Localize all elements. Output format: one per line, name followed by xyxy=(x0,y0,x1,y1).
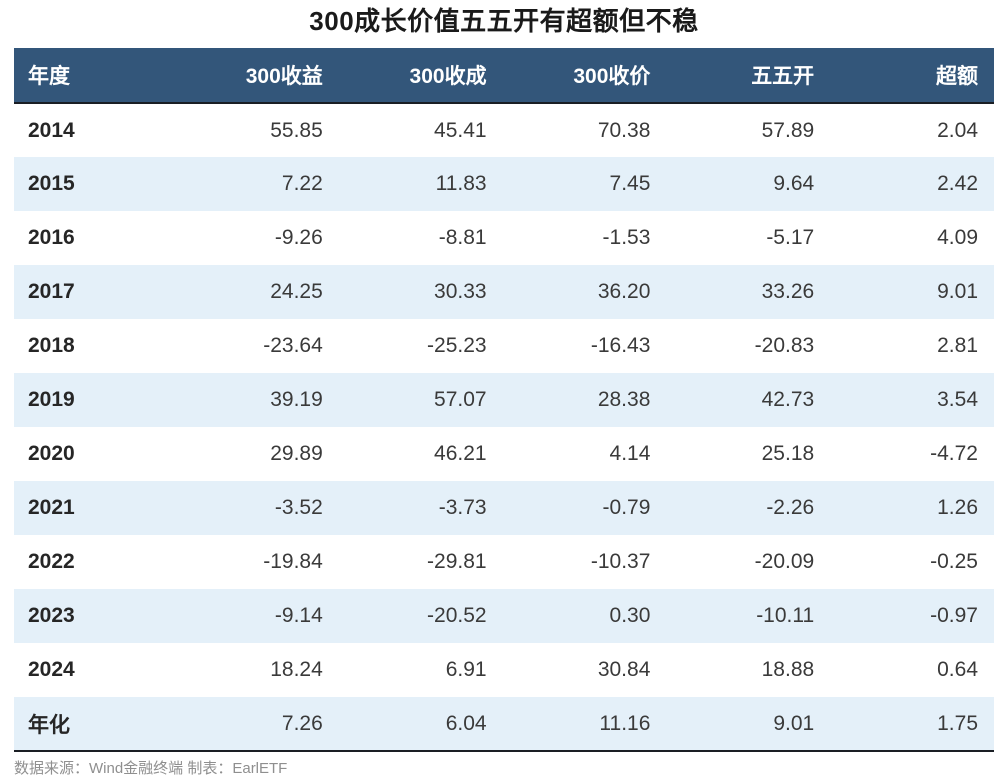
value-cell: -29.81 xyxy=(427,550,487,573)
table-row: 2017 24.25 30.33 36.20 33.26 9.01 xyxy=(14,265,994,319)
value-cell: 1.75 xyxy=(937,711,978,735)
table-header: 年度 300收益 300收成 300收价 五五开 超额 xyxy=(14,48,994,104)
returns-table: 年度 300收益 300收成 300收价 五五开 超额 2014 55.85 45.41 70.… xyxy=(14,48,994,752)
value-cell: -20.09 xyxy=(754,550,815,573)
value-cell: -10.37 xyxy=(590,550,651,573)
header-cell: 300收益 xyxy=(175,48,339,104)
value-cell: -8.81 xyxy=(438,226,487,249)
value-cell: 57.07 xyxy=(434,388,487,411)
row-label: 2022 xyxy=(28,550,75,573)
table-row: 2020 29.89 46.21 4.14 25.18 -4.72 xyxy=(14,427,994,481)
value-cell: 11.83 xyxy=(435,172,487,195)
value-cell: 0.64 xyxy=(937,658,978,681)
value-cell: 18.24 xyxy=(270,658,323,681)
value-cell: 1.26 xyxy=(937,496,978,519)
table-row: 2022 -19.84 -29.81 -10.37 -20.09 -0.25 xyxy=(14,535,994,589)
value-cell: 29.89 xyxy=(270,442,323,465)
header-cell: 超额 xyxy=(830,48,994,104)
table-row: 2024 18.24 6.91 30.84 18.88 0.64 xyxy=(14,643,994,697)
value-cell: 3.54 xyxy=(937,388,978,411)
value-cell: 28.38 xyxy=(597,388,651,411)
header-cell-year: 年度 xyxy=(14,48,175,104)
row-label: 2015 xyxy=(28,172,75,195)
row-label: 年化 xyxy=(28,713,70,737)
row-label: 2023 xyxy=(28,604,75,627)
value-cell: -16.43 xyxy=(590,334,651,357)
value-cell: 7.45 xyxy=(609,172,651,195)
value-cell: -20.52 xyxy=(427,604,487,627)
value-cell: 57.89 xyxy=(761,118,815,142)
value-cell: -0.79 xyxy=(602,496,651,519)
value-cell: -2.26 xyxy=(766,496,815,519)
value-cell: -1.53 xyxy=(602,226,651,249)
value-cell: 39.19 xyxy=(270,388,323,411)
table-row: 2015 7.22 11.83 7.45 9.64 2.42 xyxy=(14,157,994,211)
value-cell: 7.26 xyxy=(281,711,323,735)
value-cell: 46.21 xyxy=(434,442,487,465)
table-row: 2018 -23.64 -25.23 -16.43 -20.83 2.81 xyxy=(14,319,994,373)
value-cell: 2.81 xyxy=(937,334,978,357)
value-cell: 2.42 xyxy=(937,172,978,195)
value-cell: 6.04 xyxy=(445,711,487,735)
row-label: 2017 xyxy=(28,280,75,303)
value-cell: -20.83 xyxy=(754,334,815,357)
value-cell: -3.73 xyxy=(438,496,487,519)
chart-title: 300成长价值五五开有超额但不稳 xyxy=(309,6,699,36)
table-body: 2014 55.85 45.41 70.38 57.89 2.04 2015 7.22 11.8… xyxy=(14,103,994,751)
value-cell: 9.01 xyxy=(937,280,978,303)
value-cell: -9.26 xyxy=(274,226,323,249)
source-note: 数据来源：Wind金融终端 制表：EarlETF xyxy=(14,760,288,777)
value-cell: -23.64 xyxy=(263,334,323,357)
value-cell: 42.73 xyxy=(761,388,815,411)
value-cell: -0.97 xyxy=(930,604,978,627)
value-cell: -0.25 xyxy=(930,550,978,573)
value-cell: 70.38 xyxy=(597,118,651,142)
value-cell: 0.30 xyxy=(609,604,651,627)
table-row: 2023 -9.14 -20.52 0.30 -10.11 -0.97 xyxy=(14,589,994,643)
header-cell: 300收成 xyxy=(338,48,503,104)
table-row: 2021 -3.52 -3.73 -0.79 -2.26 1.26 xyxy=(14,481,994,535)
header-row: 年度 300收益 300收成 300收价 五五开 超额 xyxy=(14,48,994,104)
value-cell: -19.84 xyxy=(263,550,323,573)
value-cell: 4.14 xyxy=(609,442,651,465)
value-cell: 33.26 xyxy=(761,280,815,303)
value-cell: 30.33 xyxy=(434,280,487,303)
row-label: 2024 xyxy=(28,658,75,681)
row-label: 2014 xyxy=(28,118,75,142)
value-cell: 55.85 xyxy=(270,118,323,142)
value-cell: 9.01 xyxy=(773,711,815,735)
value-cell: 4.09 xyxy=(937,226,978,249)
row-label: 2019 xyxy=(28,388,75,411)
row-label: 2021 xyxy=(28,496,75,519)
header-cell: 300收价 xyxy=(502,48,667,104)
value-cell: 2.04 xyxy=(937,118,978,142)
value-cell: 24.25 xyxy=(270,280,323,303)
row-label: 2020 xyxy=(28,442,75,465)
value-cell: -25.23 xyxy=(427,334,487,357)
value-cell: 25.18 xyxy=(761,442,815,465)
value-cell: 11.16 xyxy=(599,711,651,735)
value-cell: 30.84 xyxy=(597,658,651,681)
value-cell: -10.11 xyxy=(756,604,815,627)
value-cell: 9.64 xyxy=(773,172,815,195)
value-cell: 45.41 xyxy=(434,118,487,142)
table-row: 年化 7.26 6.04 11.16 9.01 1.75 xyxy=(14,697,994,751)
value-cell: 6.91 xyxy=(445,658,487,681)
value-cell: -5.17 xyxy=(766,226,815,249)
value-cell: 7.22 xyxy=(281,172,323,195)
value-cell: 18.88 xyxy=(761,658,815,681)
table-row: 2014 55.85 45.41 70.38 57.89 2.04 xyxy=(14,103,994,157)
table-row: 2016 -9.26 -8.81 -1.53 -5.17 4.09 xyxy=(14,211,994,265)
value-cell: -9.14 xyxy=(274,604,323,627)
row-label: 2016 xyxy=(28,226,75,249)
row-label: 2018 xyxy=(28,334,75,357)
header-cell: 五五开 xyxy=(666,48,831,104)
value-cell: 36.20 xyxy=(597,280,651,303)
value-cell: -3.52 xyxy=(274,496,323,519)
table-row: 2019 39.19 57.07 28.38 42.73 3.54 xyxy=(14,373,994,427)
value-cell: -4.72 xyxy=(930,442,978,465)
